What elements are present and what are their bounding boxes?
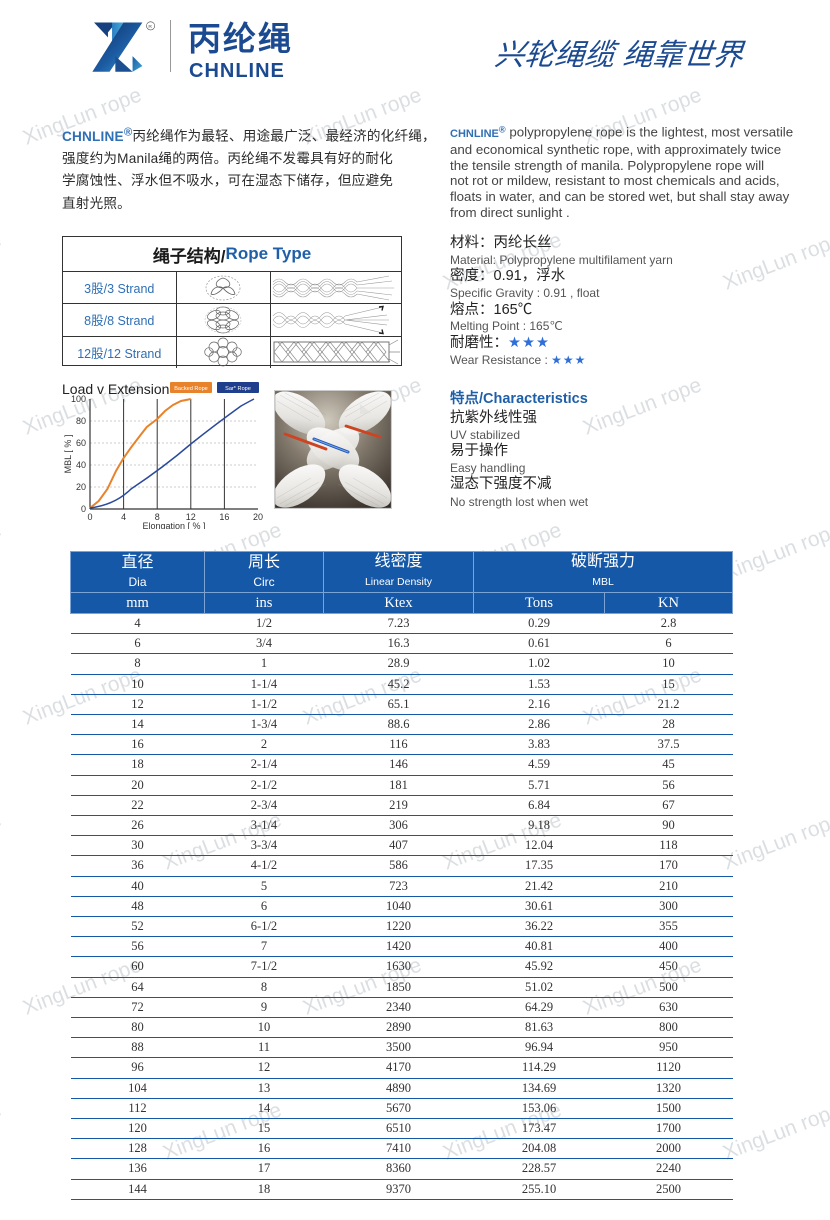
svg-text:20: 20 [76,482,86,492]
svg-text:4: 4 [121,512,126,522]
svg-text:0: 0 [81,504,86,514]
svg-text:20: 20 [253,512,263,522]
svg-text:100: 100 [71,394,86,404]
svg-text:MBL [ % ]: MBL [ % ] [63,435,73,474]
svg-text:40: 40 [76,460,86,470]
svg-text:80: 80 [76,416,86,426]
svg-text:16: 16 [219,512,229,522]
svg-text:Elongation [ % ]: Elongation [ % ] [142,521,205,529]
svg-text:Sar* Rope: Sar* Rope [225,386,251,392]
svg-text:0: 0 [87,512,92,522]
svg-text:R: R [148,24,152,30]
svg-text:60: 60 [76,438,86,448]
svg-text:Backed Rope: Backed Rope [174,386,208,392]
